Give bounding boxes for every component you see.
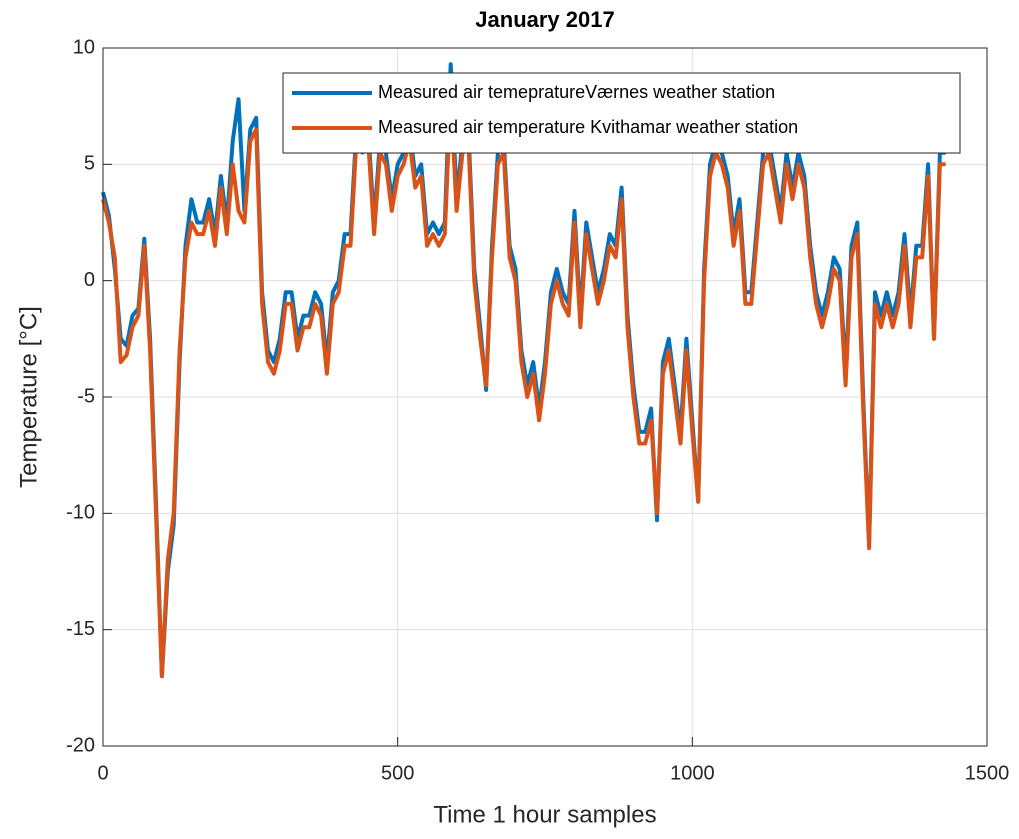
legend-label: Measured air temperature Kvithamar weath… [378, 117, 798, 137]
y-tick-label: -20 [66, 734, 95, 756]
legend-box [282, 72, 961, 154]
series-line [101, 92, 946, 679]
axes-box [102, 47, 988, 747]
y-tick-label: 10 [73, 36, 95, 58]
legend-label: Measured air temepratureVærnes weather s… [378, 82, 775, 102]
chart-title: January 2017 [475, 7, 614, 32]
y-axis-label: Temperature [°C] [15, 306, 42, 488]
x-tick-label: 1000 [670, 762, 715, 784]
legend: Measured air temepratureVærnes weather s… [282, 72, 961, 154]
x-tick-label: 1500 [965, 762, 1010, 784]
y-tick-label: 0 [84, 269, 95, 291]
x-tick-label: 0 [97, 762, 108, 784]
x-axis-label: Time 1 hour samples [433, 801, 656, 828]
y-tick-label: -10 [66, 502, 95, 524]
x-tick-label: 500 [381, 762, 414, 784]
y-tick-label: -15 [66, 618, 95, 640]
lines [101, 62, 946, 679]
y-tick-label: 5 [84, 153, 95, 175]
y-tick-label: -5 [77, 385, 95, 407]
